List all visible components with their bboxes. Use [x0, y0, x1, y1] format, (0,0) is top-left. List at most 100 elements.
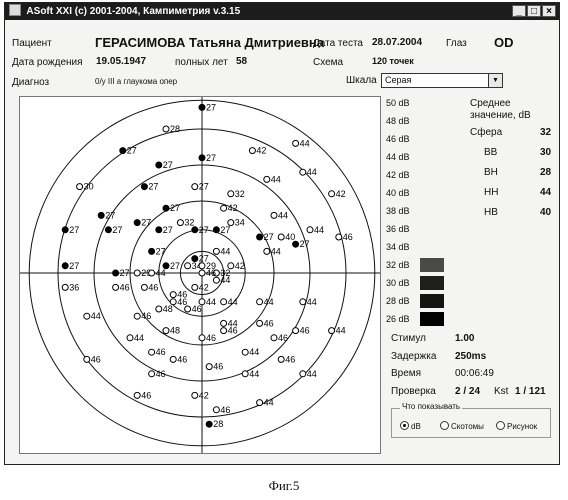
field-point-value: 27: [206, 153, 216, 163]
field-point-value: 27: [264, 232, 274, 242]
scale-label: 42 dB: [386, 168, 466, 182]
field-point-value: 46: [141, 311, 151, 321]
field-point-marker: [192, 284, 198, 290]
stat-value: 44: [540, 187, 551, 198]
field-point-value: 27: [170, 261, 180, 271]
field-point-value: 44: [220, 275, 230, 285]
stimul-value: 1.00: [455, 333, 474, 344]
test-date: 28.07.2004: [372, 37, 422, 48]
field-point-value: 27: [170, 203, 180, 213]
scale-label: Шкала: [346, 75, 377, 86]
eye-label: Глаз: [446, 38, 467, 49]
field-point-value: 44: [264, 398, 274, 408]
field-point-marker: [192, 392, 198, 398]
field-point-marker: [62, 284, 68, 290]
field-point-value: 40: [285, 232, 295, 242]
kst-label: Kst: [494, 386, 508, 397]
visual-field-svg: 2727272842442730272727324244444227273227…: [20, 97, 380, 453]
field-point-marker: [98, 212, 104, 218]
field-point-value: 44: [156, 268, 166, 278]
field-point-value: 42: [336, 189, 346, 199]
stat-label: НН: [484, 187, 498, 198]
field-point-value: 42: [199, 390, 209, 400]
field-point-marker: [105, 227, 111, 233]
field-point-marker: [141, 184, 147, 190]
field-point-marker: [271, 335, 277, 341]
field-point-value: 32: [235, 189, 245, 199]
field-point-value: 30: [84, 182, 94, 192]
chevron-down-icon[interactable]: ▼: [488, 74, 502, 87]
field-point-value: 46: [278, 333, 288, 343]
field-point-value: 46: [343, 232, 353, 242]
field-point-marker: [257, 299, 263, 305]
field-point-marker: [199, 270, 205, 276]
radio-picture[interactable]: Рисунок: [496, 421, 537, 431]
radio-dot-icon: [440, 421, 449, 430]
scale-label: 50 dB: [386, 96, 466, 110]
scale-label: 44 dB: [386, 150, 466, 164]
field-point-marker: [264, 248, 270, 254]
stat-value: 28: [540, 167, 551, 178]
window-title: ASoft XXI (c) 2001-2004, Кампиметрия v.3…: [26, 6, 240, 17]
time-value: 00:06:49: [455, 368, 494, 379]
field-point-value: 46: [285, 354, 295, 364]
field-point-marker: [149, 248, 155, 254]
scale-swatch: [420, 276, 444, 290]
field-point-value: 46: [206, 333, 216, 343]
field-point-value: 48: [170, 326, 180, 336]
field-point-marker: [113, 270, 119, 276]
radio-scotoma[interactable]: Скотомы: [440, 421, 484, 431]
field-point-value: 44: [300, 138, 310, 148]
field-point-marker: [170, 356, 176, 362]
field-point-value: 42: [235, 261, 245, 271]
field-point-value: 42: [228, 203, 238, 213]
field-point-marker: [141, 284, 147, 290]
figure-caption: Фиг.5: [0, 478, 568, 494]
field-point-marker: [221, 320, 227, 326]
maximize-button[interactable]: □: [527, 5, 541, 17]
close-button[interactable]: ×: [542, 5, 556, 17]
field-point-value: 44: [278, 210, 288, 220]
field-point-value: 46: [156, 347, 166, 357]
window-controls: _ □ ×: [512, 5, 556, 18]
field-point-marker: [62, 227, 68, 233]
minimize-button[interactable]: _: [512, 5, 526, 17]
field-point-marker: [213, 227, 219, 233]
stat-label: Сфера: [470, 127, 502, 138]
field-point-value: 44: [228, 297, 238, 307]
field-point-value: 46: [213, 362, 223, 372]
field-point-value: 48: [163, 304, 173, 314]
field-point-value: 46: [177, 354, 187, 364]
title-bar[interactable]: ASoft XXI (c) 2001-2004, Кампиметрия v.3…: [5, 3, 559, 20]
birth-date-label: Дата рождения: [12, 57, 83, 68]
field-point-value: 44: [307, 297, 317, 307]
scheme-value: 120 точек: [372, 56, 414, 66]
field-point-value: 27: [199, 182, 209, 192]
field-point-value: 27: [163, 160, 173, 170]
scale-label: 38 dB: [386, 204, 466, 218]
scale-label: 40 dB: [386, 186, 466, 200]
field-point-marker: [170, 292, 176, 298]
field-point-value: 46: [141, 390, 151, 400]
field-point-marker: [228, 191, 234, 197]
field-point-value: 46: [220, 405, 230, 415]
scale-label: 36 dB: [386, 222, 466, 236]
field-point-marker: [221, 205, 227, 211]
field-point-value: 44: [206, 297, 216, 307]
field-point-value: 42: [199, 282, 209, 292]
radio-db[interactable]: dB: [400, 421, 421, 431]
field-point-marker: [329, 191, 335, 197]
field-point-value: 27: [148, 182, 158, 192]
field-point-marker: [300, 299, 306, 305]
field-point-value: 46: [156, 369, 166, 379]
field-point-value: 44: [249, 369, 259, 379]
field-point-marker: [293, 241, 299, 247]
scale-label: 48 dB: [386, 114, 466, 128]
field-point-value: 34: [235, 218, 245, 228]
field-point-marker: [293, 328, 299, 334]
field-point-value: 27: [156, 246, 166, 256]
field-point-value: 46: [120, 282, 130, 292]
field-point-value: 46: [177, 297, 187, 307]
scale-select[interactable]: Серая ▼: [381, 73, 503, 88]
field-point-marker: [329, 328, 335, 334]
